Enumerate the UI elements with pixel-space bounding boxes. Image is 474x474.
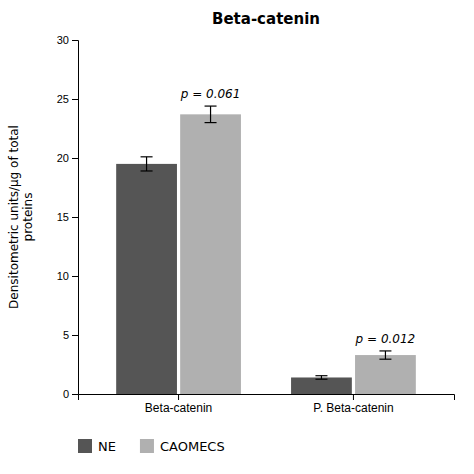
x-tick-mark: [178, 394, 179, 400]
y-tick-label: 30: [57, 34, 69, 46]
y-tick-mark: [72, 158, 78, 159]
chart: 0 5 10 15 20 25 30 Beta-catenin P. Beta-catenin p…: [0, 0, 474, 474]
y-tick-label: 15: [57, 211, 69, 223]
y-tick: 15: [57, 211, 78, 223]
error-cap: [141, 170, 153, 171]
bar: [355, 355, 416, 394]
x-axis-line: [79, 395, 455, 401]
y-tick: 20: [57, 152, 78, 164]
y-tick-mark: [72, 217, 78, 218]
y-tick-mark: [72, 394, 78, 395]
y-tick-label: 0: [63, 388, 69, 400]
y-tick-label: 25: [57, 93, 69, 105]
series: [180, 106, 416, 394]
title: Beta-catenin: [212, 10, 320, 28]
y-tick-mark: [72, 40, 78, 41]
x-tick: P. Beta-catenin: [313, 394, 394, 415]
y-tick-mark: [72, 335, 78, 336]
legend-swatch: [78, 439, 92, 453]
error-line: [146, 157, 147, 171]
y-tick: 25: [57, 93, 78, 105]
y-tick: 10: [57, 270, 78, 282]
marks: [116, 106, 416, 394]
x-tick-label: Beta-catenin: [145, 401, 212, 415]
legend-label: CAOMECS: [160, 439, 225, 454]
y-tick: 30: [57, 34, 78, 46]
error-cap: [205, 105, 217, 106]
bar: [116, 164, 177, 394]
error-cap: [379, 350, 391, 351]
bar: [180, 114, 241, 394]
x-tick: Beta-catenin: [145, 394, 212, 415]
bar: [291, 377, 352, 394]
y-tick-mark: [72, 99, 78, 100]
error-line: [210, 106, 211, 123]
error-cap: [315, 375, 327, 376]
y-axis: 0 5 10 15 20 25 30: [57, 34, 79, 400]
y-tick-label: 20: [57, 152, 69, 164]
error-cap: [315, 379, 327, 380]
error-cap: [205, 122, 217, 123]
x-tick-label: P. Beta-catenin: [313, 401, 394, 415]
x-tick-mark: [353, 394, 354, 400]
legend-label: NE: [98, 439, 116, 454]
legend: NE CAOMECS: [78, 439, 225, 454]
error-bar: [141, 157, 153, 171]
legend-swatch: [140, 439, 154, 453]
y-tick: 5: [63, 329, 78, 341]
legend-item: NE: [78, 439, 116, 454]
error-bar: [315, 376, 327, 380]
y-axis-line: [72, 41, 79, 395]
y-tick-label: 5: [63, 329, 69, 341]
error-cap: [379, 359, 391, 360]
y-axis-title: Densitometric units/μg of totalproteins: [7, 125, 35, 309]
error-bar: [379, 351, 391, 359]
plot: 0 5 10 15 20 25 30 Beta-catenin P. Beta-catenin p…: [57, 34, 455, 415]
annotation: p = 0.012: [355, 332, 416, 346]
legend-item: CAOMECS: [140, 439, 225, 454]
error-cap: [141, 156, 153, 157]
y-tick: 0: [63, 388, 78, 400]
y-tick-mark: [72, 276, 78, 277]
error-bar: [205, 106, 217, 123]
x-axis: Beta-catenin P. Beta-catenin: [79, 394, 455, 415]
y-tick-label: 10: [57, 270, 69, 282]
error-line: [385, 351, 386, 359]
annotation: p = 0.061: [180, 87, 241, 101]
